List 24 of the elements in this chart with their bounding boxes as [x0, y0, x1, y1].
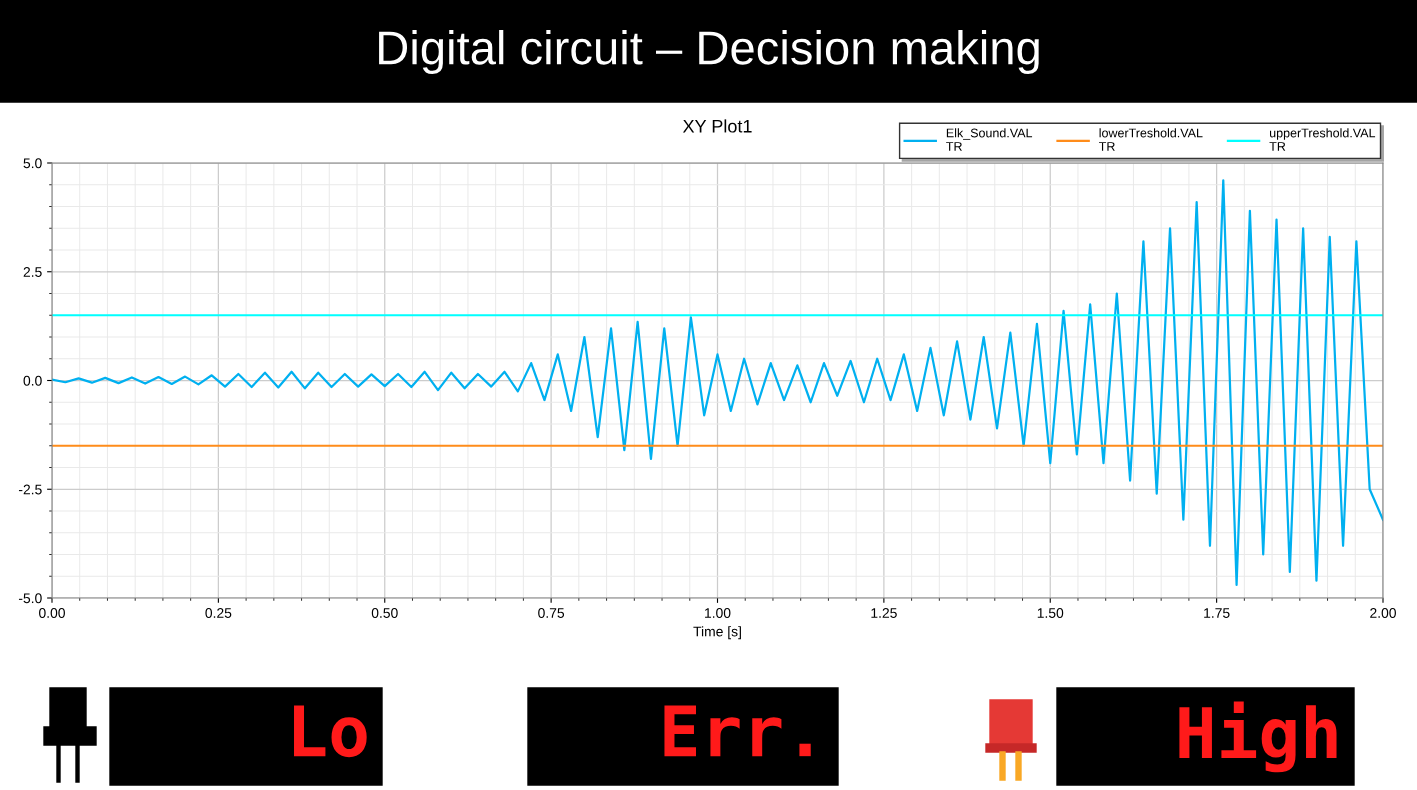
x-axis-title: Time [s]	[693, 626, 741, 640]
x-tick-label: 0.25	[205, 608, 232, 618]
x-tick-label: 0.75	[538, 608, 565, 618]
x-tick-label: 2.00	[1370, 608, 1396, 618]
y-tick-label: 2.5	[23, 267, 42, 277]
y-tick-label: -2.5	[18, 484, 42, 495]
line-series	[52, 179, 1383, 587]
legend-label: lowerTreshold.VAL TR	[1099, 128, 1203, 151]
text: High	[1179, 701, 1337, 773]
y-tick-label: 5.0	[23, 158, 42, 169]
legend-label: upperTreshold.VAL TR	[1269, 128, 1376, 151]
legend-label: Elk_Sound.VAL TR	[946, 128, 1033, 151]
text: Lo	[294, 705, 367, 758]
chart-title: Digital circuit – Decision making	[379, 29, 1039, 75]
x-tick-label: 0.50	[371, 608, 398, 618]
y-tick-label: -5.0	[18, 593, 42, 604]
x-tick-label: 1.00	[705, 608, 731, 618]
x-tick-label: 1.75	[1204, 608, 1230, 618]
chart-subtitle: XY Plot1	[682, 119, 752, 133]
text: Err.	[664, 705, 811, 757]
y-tick-label: 0.0	[23, 375, 42, 386]
x-tick-label: 1.50	[1037, 608, 1064, 618]
x-tick-label: 0.00	[39, 608, 65, 618]
x-tick-label: 1.25	[871, 608, 897, 618]
